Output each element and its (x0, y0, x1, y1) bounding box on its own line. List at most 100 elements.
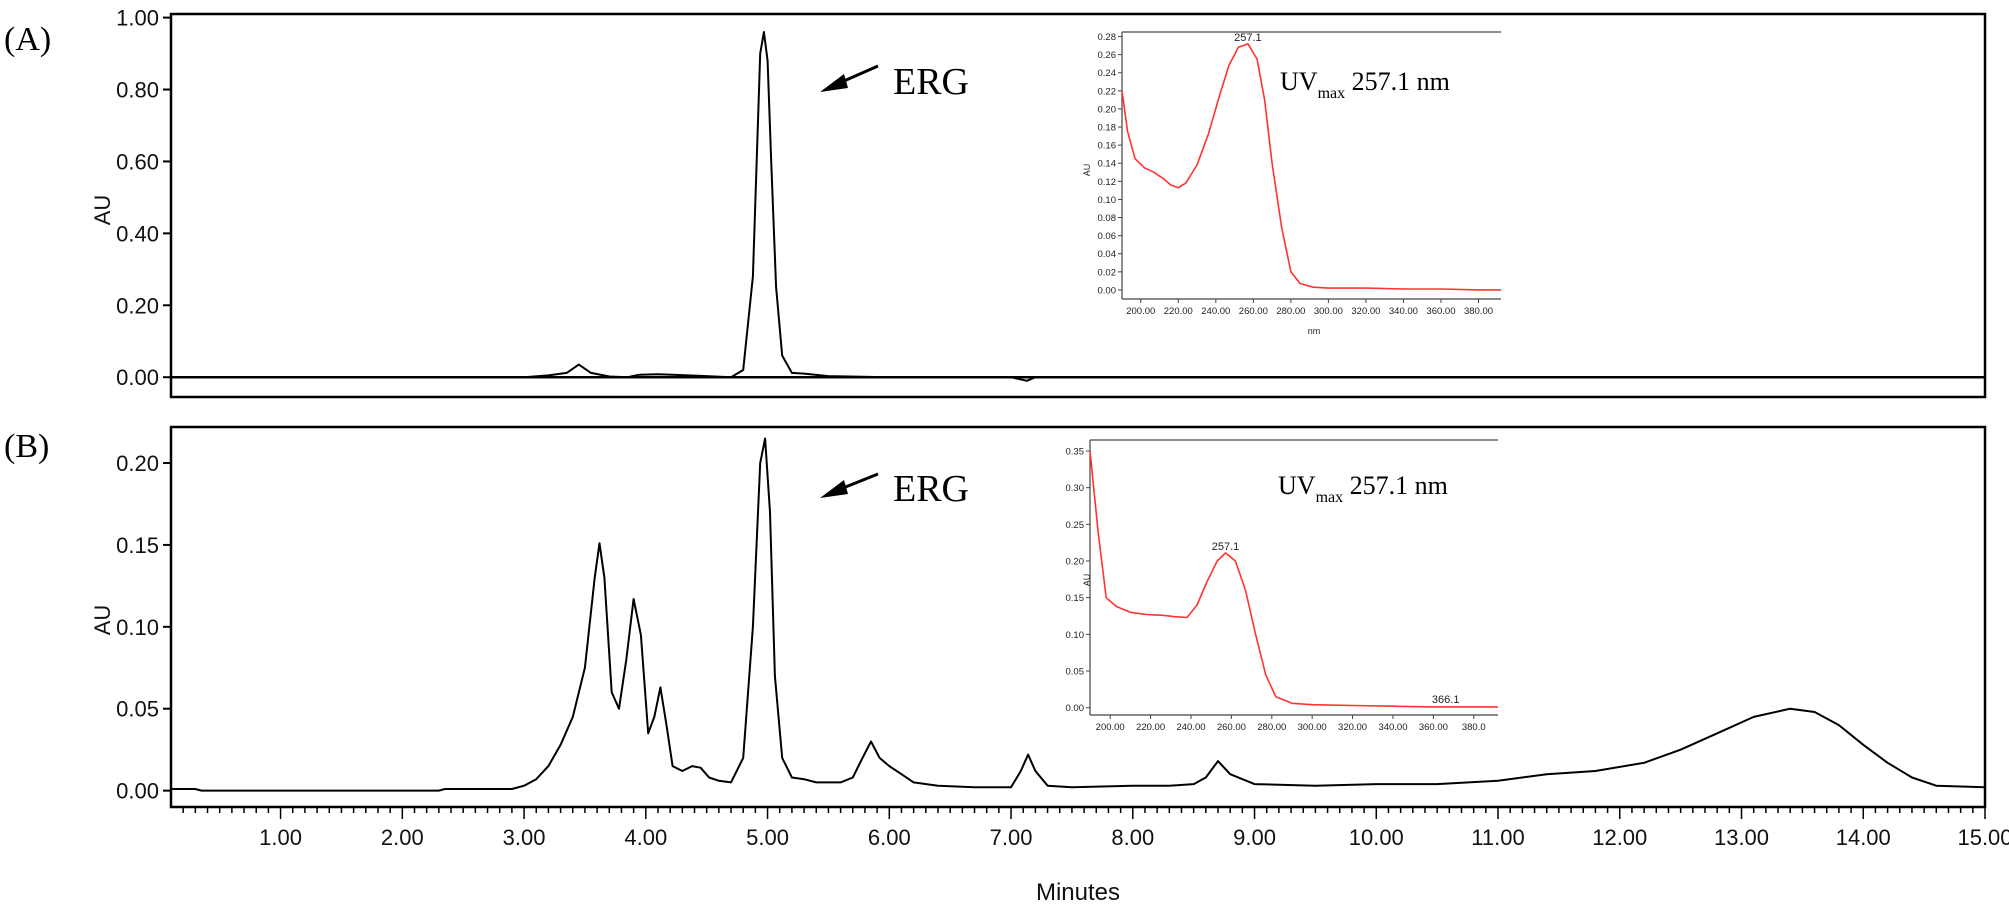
panel-a-inset-y-tick-label: 0.28 (1098, 32, 1117, 43)
panel-b-chromatogram (171, 437, 1986, 792)
panel-b-x-tick-label: 3.00 (503, 825, 546, 850)
panel-b-inset-y-tick-label: 0.25 (1066, 520, 1085, 531)
panel-b-y-tick-label: 0.00 (116, 779, 159, 804)
panel-b-y-tick-label: 0.10 (116, 615, 159, 640)
panel-a-inset-y-tick-label: 0.24 (1098, 68, 1117, 79)
panel-a-y-tick-label: 0.20 (116, 293, 159, 318)
panel-b-inset-y-tick-label: 0.20 (1066, 557, 1085, 568)
panel-b-inset-axes: 0.00 0.05 0.10 0.15 0.20 0.25 0.30 0.35 200.00 22… (1066, 439, 1498, 733)
panel-a-y-tick-label: 0.00 (116, 365, 159, 390)
panel-b-x-tick-label: 4.00 (624, 825, 667, 850)
panel-b-inset-y-tick-label: 0.15 (1066, 593, 1085, 604)
panel-a-inset-y-tick-label: 0.18 (1098, 123, 1117, 134)
panel-a-inset-x-tick-label: 200.00 (1126, 306, 1155, 317)
panel-b-x-tick-label: 9.00 (1233, 825, 1276, 850)
panel-a-uvmax-text: UVmax 257.1 nm (1280, 67, 1450, 102)
panel-b-x-tick-label: 11.00 (1471, 825, 1524, 850)
panel-a-erg-label: ERG (893, 61, 969, 103)
panel-a: (A) 0.00 0.20 0.40 0.60 0.80 1.00 AU ERG 0.00… (4, 6, 1987, 399)
panel-b-y-axis-label: AU (90, 605, 115, 636)
panel-b-uv-sub: max (1316, 489, 1344, 506)
panel-b-inset-x-tick-label: 280.00 (1257, 722, 1286, 733)
panel-a-inset-x-tick-label: 360.00 (1426, 306, 1455, 317)
panel-b-inset-x-tick-label: 360.00 (1419, 722, 1448, 733)
panel-b-inset-y-tick-label: 0.30 (1066, 483, 1085, 494)
panel-b-inset-spectrum (1089, 450, 1498, 708)
panel-a-series-line (171, 31, 1985, 382)
panel-b-x-tick-label: 6.00 (868, 825, 911, 850)
panel-b-series-line (171, 437, 1986, 792)
panel-a-inset-x-axis-label: nm (1308, 326, 1321, 336)
panel-b-inset-x-tick-label: 320.00 (1338, 722, 1367, 733)
panel-b-inset-y-tick-label: 0.05 (1066, 667, 1085, 678)
panel-a-inset-y-tick-label: 0.10 (1098, 195, 1117, 206)
panel-b-inset-y-tick-label: 0.10 (1066, 630, 1085, 641)
panel-b-x-tick-label: 10.00 (1349, 825, 1404, 850)
panel-a-label: (A) (4, 21, 51, 58)
panel-b-y-ticks: 0.00 0.05 0.10 0.15 0.20 (116, 451, 171, 804)
panel-a-inset-y-tick-label: 0.04 (1098, 249, 1117, 260)
panel-a-inset-series-line (1121, 42, 1501, 291)
panel-b-x-tick-label: 2.00 (381, 825, 424, 850)
panel-b-erg-arrow-head (820, 480, 848, 498)
panel-b-inset-x-tick-label: 220.00 (1136, 722, 1165, 733)
panel-a-inset-spectrum (1121, 42, 1501, 291)
panel-a-erg-arrow-head (820, 74, 848, 92)
panel-a-y-ticks: 0.00 0.20 0.40 0.60 0.80 1.00 (116, 6, 171, 390)
panel-b-inset-x-tick-label: 200.00 (1096, 722, 1125, 733)
panel-b-erg-annotation: ERG (820, 468, 969, 510)
panel-a-inset-y-tick-label: 0.22 (1098, 86, 1117, 97)
panel-a-inset-y-tick-label: 0.00 (1098, 285, 1117, 296)
panel-a-y-axis-label: AU (90, 195, 115, 226)
panel-b-x-tick-label: 12.00 (1592, 825, 1647, 850)
panel-a-inset-y-tick-label: 0.08 (1098, 213, 1117, 224)
panel-a-inset-x-tick-label: 380.00 (1464, 306, 1493, 317)
panel-a-y-tick-label: 0.60 (116, 149, 159, 174)
panel-b-erg-label: ERG (893, 468, 969, 510)
panel-a-chromatogram (171, 31, 1985, 382)
panel-a-inset-y-axis-label: AU (1082, 164, 1092, 177)
panel-a-inset-y-tick-label: 0.12 (1098, 177, 1117, 188)
panel-a-inset-y-tick-label: 0.06 (1098, 231, 1117, 242)
panel-b-x-tick-label: 8.00 (1111, 825, 1154, 850)
panel-b-y-tick-label: 0.20 (116, 451, 159, 476)
panel-a-inset-peak-label: 257.1 (1234, 32, 1262, 44)
panel-a-inset-y-tick-label: 0.16 (1098, 141, 1117, 152)
panel-a-inset-x-tick-label: 300.00 (1314, 306, 1343, 317)
panel-a-uv-sub: max (1318, 85, 1346, 102)
panel-a-y-tick-label: 0.40 (116, 221, 159, 246)
panel-b-x-tick-label: 13.00 (1714, 825, 1769, 850)
panel-a-y-tick-label: 1.00 (116, 6, 159, 31)
panel-a-uv-inset: 0.00 0.02 0.04 0.06 0.08 0.10 0.12 0.14 0.16 0.18… (1082, 31, 1501, 336)
panel-b-inset-x-tick-label: 380.0 (1462, 722, 1486, 733)
panel-b-inset-y-tick-label: 0.35 (1066, 447, 1085, 458)
panel-a-inset-y-tick-label: 0.14 (1098, 159, 1117, 170)
panel-b-label: (B) (4, 428, 49, 465)
panel-b-inset-x-tick-label: 260.00 (1217, 722, 1246, 733)
panel-b-inset-y-axis-label: AU (1082, 574, 1092, 587)
panel-b-inset-peak-label: 257.1 (1212, 541, 1240, 553)
panel-b-frame (169, 425, 1987, 809)
panel-a-inset-x-tick-label: 320.00 (1351, 306, 1380, 317)
panel-b-x-axis-label: Minutes (1036, 879, 1120, 906)
panel-b-uvmax-text: UVmax 257.1 nm (1278, 471, 1448, 506)
panel-a-inset-x-tick-label: 240.00 (1201, 306, 1230, 317)
panel-a-inset-y-tick-label: 0.26 (1098, 50, 1117, 61)
panel-b-inset-y-tick-label: 0.00 (1066, 703, 1085, 714)
panel-b-x-tick-label: 5.00 (746, 825, 789, 850)
panel-b-x-tick-label: 14.00 (1836, 825, 1891, 850)
panel-b-inset-series-line (1089, 450, 1498, 708)
panel-b-inset-x-tick-label: 300.00 (1298, 722, 1327, 733)
panel-b-y-tick-label: 0.15 (116, 533, 159, 558)
panel-b-uv-value: 257.1 nm (1343, 471, 1448, 500)
panel-a-uv-value: 257.1 nm (1345, 67, 1450, 96)
panel-a-inset-x-tick-label: 340.00 (1389, 306, 1418, 317)
panel-a-y-tick-label: 0.80 (116, 78, 159, 103)
panel-b-x-tick-label: 7.00 (990, 825, 1033, 850)
panel-b-inset-secondary-label: 366.1 (1432, 694, 1460, 706)
panel-b-uv-inset: 0.00 0.05 0.10 0.15 0.20 0.25 0.30 0.35 200.00 22… (1066, 439, 1498, 733)
panel-a-inset-x-tick-label: 220.00 (1164, 306, 1193, 317)
panel-b-uv-prefix: UV (1278, 471, 1316, 500)
panel-a-uv-prefix: UV (1280, 67, 1318, 96)
panel-a-inset-y-tick-label: 0.02 (1098, 267, 1117, 278)
